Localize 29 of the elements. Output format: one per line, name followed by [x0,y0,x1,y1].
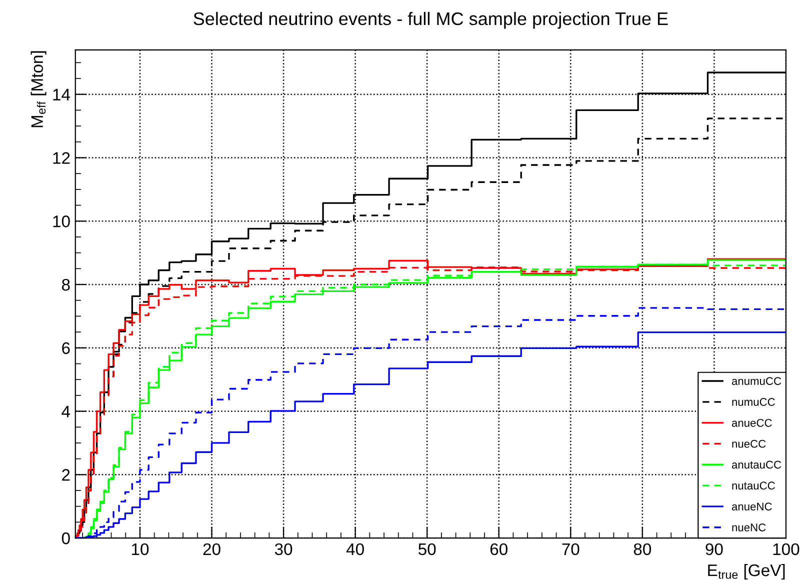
y-tick-label: 6 [62,342,70,354]
x-tick-label: 40 [346,543,364,556]
x-tick-label: 60 [490,543,508,556]
x-tick-label: 20 [203,543,220,556]
legend-label: nutauCC [732,482,775,490]
legend-label: anumuCC [732,377,782,385]
chart-title: Selected neutrino events - full MC sample projection True E [194,12,668,29]
x-tick-label: 80 [634,543,652,556]
legend-label: anueNC [732,502,772,510]
x-tick-label: 100 [773,543,800,556]
legend-label: nueCC [732,440,766,448]
x-tick-label: 70 [562,543,580,556]
y-tick-label: 10 [53,216,70,228]
y-tick-label: 0 [62,532,70,544]
legend-label: nueNC [732,524,766,532]
y-tick-label: 8 [62,278,70,291]
y-tick-label: 14 [53,88,70,100]
x-tick-label: 30 [274,543,292,556]
x-axis-title: E$_{true}$ [GeV] [708,564,785,580]
x-tick-label: 90 [706,543,723,556]
legend-label: anutauCC [732,460,782,469]
y-tick-label: 12 [53,152,70,164]
legend-label: numuCC [732,398,775,406]
x-tick-label: 10 [132,543,149,556]
y-tick-label: 2 [62,469,70,481]
x-tick-label: 50 [418,543,436,556]
y-axis-title: M$_{eff}$ [Mton] [30,51,46,128]
y-tick-label: 4 [62,406,70,418]
legend-label: anueCC [732,418,772,427]
